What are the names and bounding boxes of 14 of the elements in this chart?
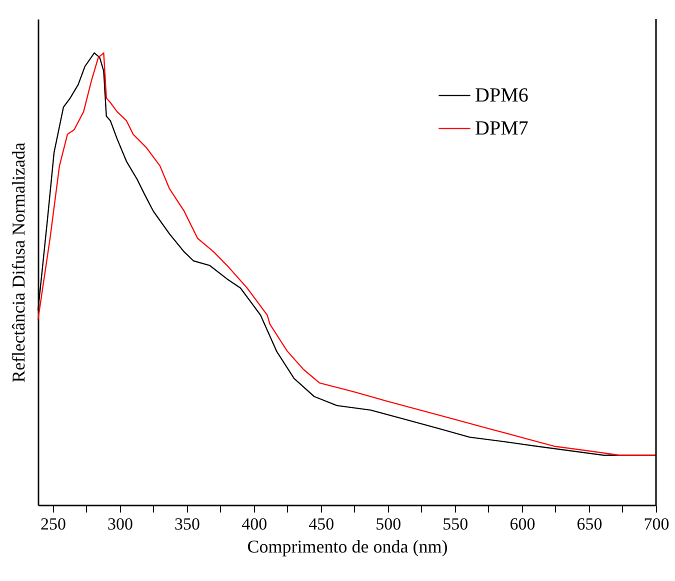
legend-label: DPM6 (475, 84, 528, 106)
x-tick-label: 400 (242, 514, 268, 534)
x-tick-label: 700 (644, 514, 670, 534)
legend-label: DPM7 (475, 118, 528, 140)
x-tick-label: 300 (108, 514, 134, 534)
x-tick-label: 350 (174, 514, 200, 534)
x-tick-label: 600 (510, 514, 536, 534)
x-axis-title: Comprimento de onda (nm) (247, 536, 448, 556)
x-tick-label: 550 (442, 514, 468, 534)
y-axis-title: Reflectância Difusa Normalizada (8, 142, 28, 382)
x-tick-label: 500 (376, 514, 402, 534)
x-tick-label: 450 (308, 514, 334, 534)
x-tick-label: 650 (576, 514, 602, 534)
x-tick-label: 250 (40, 514, 66, 534)
